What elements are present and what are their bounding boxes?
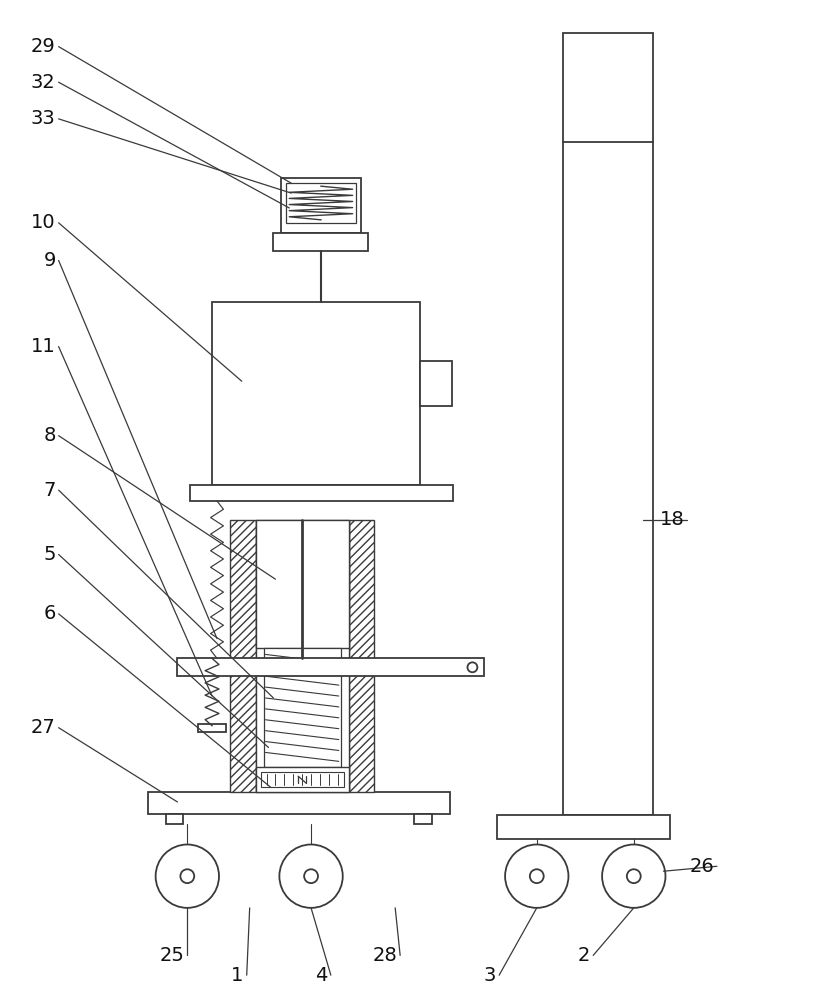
Circle shape xyxy=(280,845,343,908)
Bar xyxy=(286,183,355,223)
Bar xyxy=(420,361,452,406)
Text: 33: 33 xyxy=(31,109,56,128)
Bar xyxy=(273,233,369,251)
Bar xyxy=(281,178,360,233)
Circle shape xyxy=(156,845,219,908)
Text: 27: 27 xyxy=(31,718,56,737)
Bar xyxy=(165,814,183,824)
Text: 6: 6 xyxy=(43,604,56,623)
Text: 8: 8 xyxy=(43,426,56,445)
Circle shape xyxy=(467,662,477,672)
Bar xyxy=(497,815,671,839)
Circle shape xyxy=(602,845,666,908)
Bar xyxy=(148,792,450,814)
Bar xyxy=(414,814,432,824)
Text: 32: 32 xyxy=(31,73,56,92)
Bar xyxy=(261,772,344,787)
Bar xyxy=(264,648,341,767)
Text: 5: 5 xyxy=(43,545,56,564)
Text: 26: 26 xyxy=(689,857,714,876)
Circle shape xyxy=(304,869,318,883)
Bar xyxy=(256,520,349,792)
Text: 3: 3 xyxy=(484,966,496,985)
Bar xyxy=(564,33,652,815)
Text: 10: 10 xyxy=(31,213,56,232)
Text: 18: 18 xyxy=(660,510,684,529)
Bar xyxy=(349,520,374,792)
Bar xyxy=(178,658,484,676)
Circle shape xyxy=(505,845,569,908)
Text: 2: 2 xyxy=(578,946,590,965)
Text: 9: 9 xyxy=(43,251,56,270)
Text: 4: 4 xyxy=(315,966,328,985)
Circle shape xyxy=(180,869,194,883)
Text: 25: 25 xyxy=(159,946,184,965)
Circle shape xyxy=(530,869,544,883)
Text: 11: 11 xyxy=(31,337,56,356)
Text: 28: 28 xyxy=(373,946,398,965)
Text: 7: 7 xyxy=(43,481,56,500)
Text: 29: 29 xyxy=(31,37,56,56)
Bar xyxy=(212,302,420,485)
Text: 1: 1 xyxy=(232,966,244,985)
Circle shape xyxy=(627,869,641,883)
Bar xyxy=(198,724,226,732)
Bar xyxy=(256,767,349,792)
Bar xyxy=(230,520,256,792)
Bar xyxy=(256,520,349,648)
Bar xyxy=(190,485,452,501)
